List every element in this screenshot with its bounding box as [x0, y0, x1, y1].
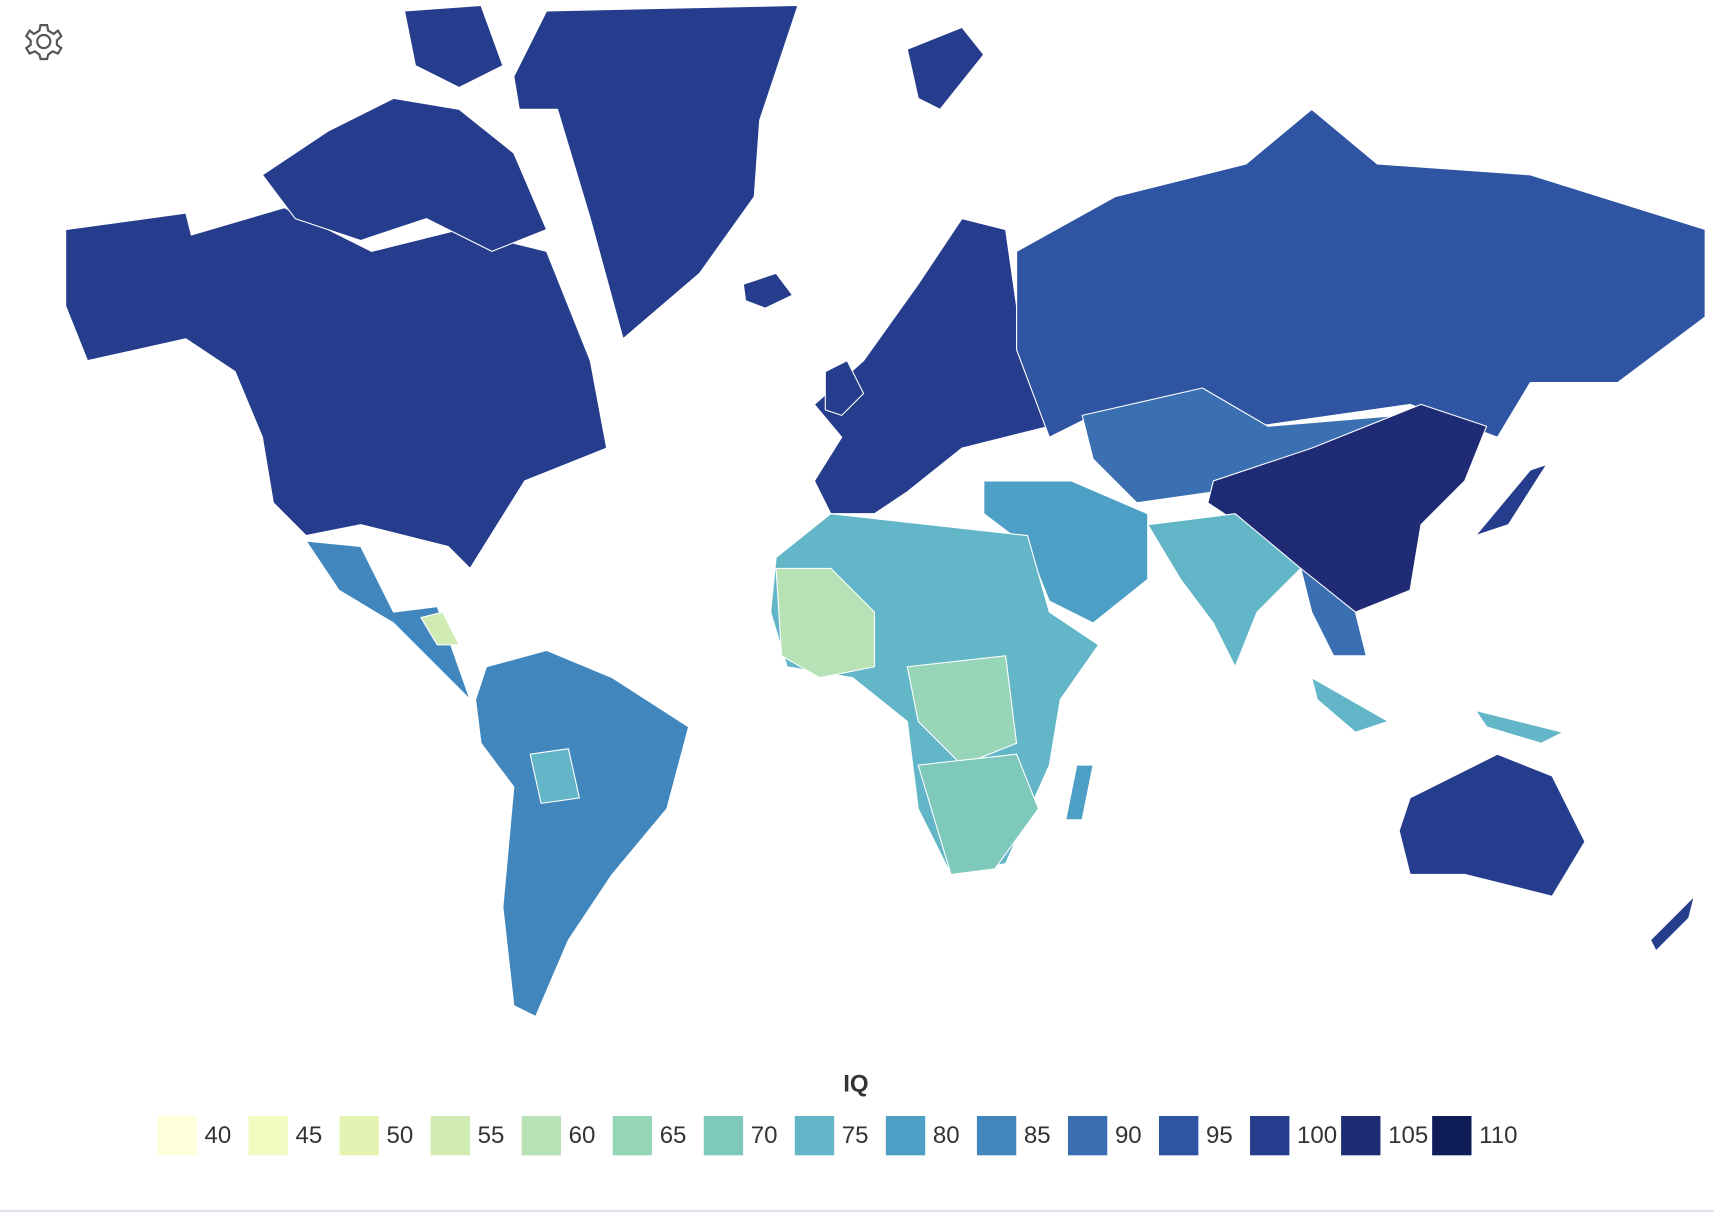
central-america — [420, 611, 460, 646]
legend-label: 55 — [478, 1122, 505, 1149]
japan — [1475, 463, 1548, 537]
legend-label: 45 — [296, 1122, 323, 1149]
legend-swatch — [885, 1115, 926, 1156]
southeast-asia — [1300, 567, 1367, 657]
bolivia — [529, 748, 580, 804]
legend-title: IQ — [843, 1071, 868, 1098]
world-map — [65, 4, 1706, 1018]
legend: 40 45 50 55 60 65 70 75 80 85 90 95 100 105 110 — [157, 1115, 1517, 1156]
middle-east — [983, 480, 1149, 624]
north-america — [65, 207, 608, 569]
europe — [813, 218, 1050, 515]
legend-label: 50 — [387, 1122, 414, 1149]
settings-button[interactable] — [24, 24, 63, 61]
legend-label: 80 — [933, 1122, 960, 1149]
arctic-islands — [261, 97, 548, 252]
gear-hub — [36, 33, 52, 50]
legend-label: 75 — [842, 1122, 869, 1149]
indonesia — [1311, 677, 1389, 733]
australia — [1398, 753, 1586, 897]
new-zealand — [1649, 895, 1695, 952]
legend-label: 60 — [569, 1122, 596, 1149]
mexico-central-america — [305, 540, 471, 701]
legend-swatch — [1067, 1115, 1108, 1156]
svalbard — [906, 26, 985, 110]
new-guinea — [1475, 709, 1564, 744]
legend-swatch — [339, 1115, 379, 1156]
russia — [1016, 108, 1706, 438]
arctic-islands — [403, 4, 504, 88]
legend-label: 105 — [1388, 1122, 1428, 1149]
legend-swatch — [430, 1115, 470, 1156]
gear-outline — [24, 24, 63, 61]
central-africa — [906, 655, 1018, 766]
legend-swatch — [976, 1115, 1017, 1156]
southern-africa — [917, 753, 1039, 875]
madagascar — [1065, 764, 1094, 821]
legend-label: 90 — [1115, 1122, 1142, 1149]
legend-label: 65 — [660, 1122, 687, 1149]
legend-label: 70 — [751, 1122, 778, 1149]
legend-swatch — [794, 1115, 835, 1156]
legend-swatch — [248, 1115, 288, 1156]
legend-label: 85 — [1024, 1122, 1051, 1149]
west-africa — [775, 567, 876, 679]
legend-swatch — [521, 1115, 562, 1156]
legend-swatch — [1250, 1115, 1290, 1156]
legend-swatch — [612, 1115, 653, 1156]
legend-label: 100 — [1297, 1122, 1337, 1149]
legend-label: 95 — [1206, 1122, 1233, 1149]
legend-swatch — [1341, 1115, 1381, 1156]
south-asia — [1147, 513, 1302, 668]
britain — [824, 360, 865, 416]
iceland — [742, 272, 794, 309]
legend-label: 110 — [1479, 1122, 1517, 1149]
greenland — [513, 4, 799, 340]
legend-swatch — [157, 1115, 197, 1156]
legend-swatch — [703, 1115, 744, 1156]
legend-swatch — [1159, 1115, 1199, 1156]
legend-swatch — [1432, 1115, 1472, 1156]
south-america — [474, 649, 690, 1018]
legend-label: 40 — [204, 1122, 231, 1149]
